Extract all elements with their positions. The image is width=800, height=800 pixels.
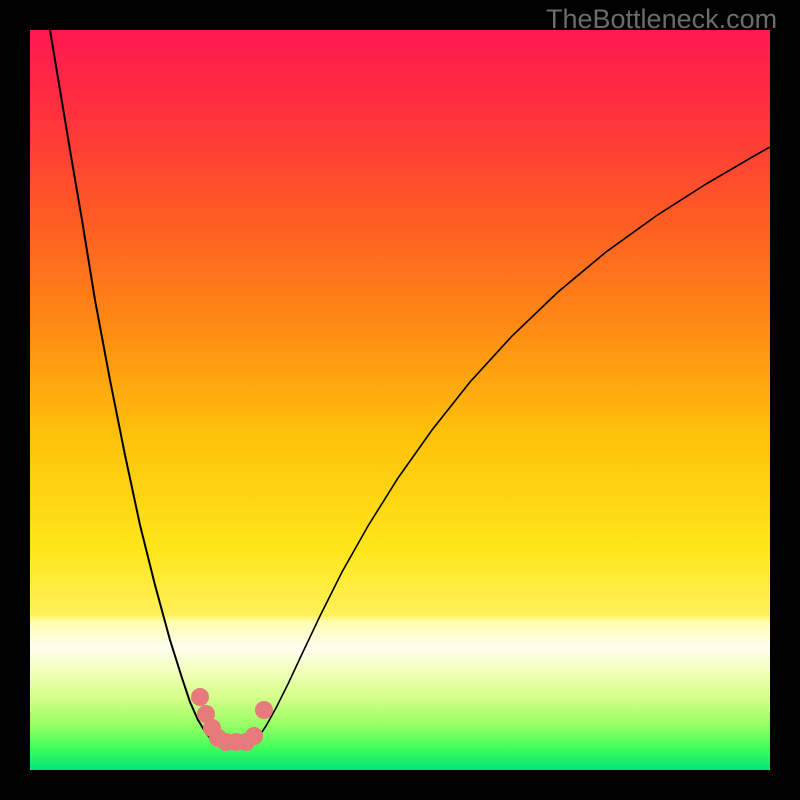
plot-area <box>30 30 770 770</box>
data-marker <box>191 688 209 706</box>
data-marker <box>255 701 273 719</box>
stage: TheBottleneck.com <box>0 0 800 800</box>
watermark-text: TheBottleneck.com <box>546 4 777 35</box>
gradient-rect <box>30 30 770 770</box>
frame-bottom <box>0 770 800 800</box>
data-marker <box>245 727 263 745</box>
frame-right <box>770 0 800 800</box>
chart-svg <box>30 30 770 770</box>
frame-left <box>0 0 30 800</box>
